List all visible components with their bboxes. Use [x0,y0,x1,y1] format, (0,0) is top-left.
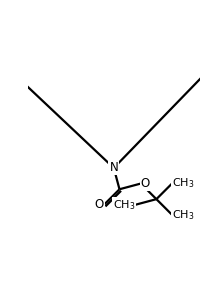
Text: CH$_3$: CH$_3$ [172,177,194,191]
Text: O: O [141,177,150,190]
Text: CH$_3$: CH$_3$ [172,208,194,222]
Text: O: O [95,198,104,211]
Text: N: N [109,162,118,175]
Text: CH$_3$: CH$_3$ [113,198,135,212]
